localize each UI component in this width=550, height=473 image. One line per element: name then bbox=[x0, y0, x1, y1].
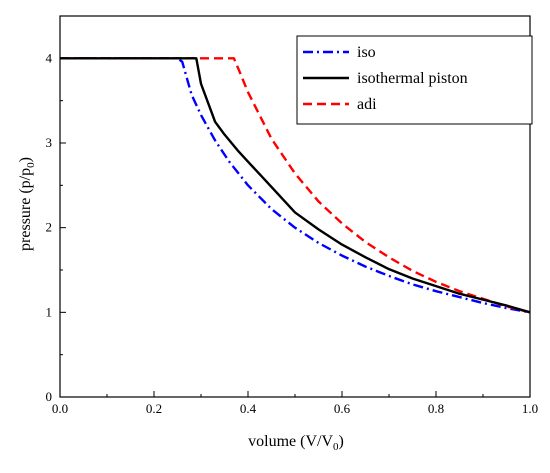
y-tick-label: 0 bbox=[46, 389, 53, 404]
series bbox=[60, 57, 531, 314]
x-axis-label: volume (V/V0) bbox=[248, 433, 344, 453]
x-tick-label: 0.6 bbox=[334, 401, 351, 416]
series-line-isothermal-piston bbox=[60, 57, 531, 314]
y-tick-label: 4 bbox=[46, 50, 53, 65]
legend-label: adi bbox=[357, 96, 377, 113]
series-line-iso bbox=[60, 57, 531, 314]
x-tick-label: 1.0 bbox=[522, 401, 538, 416]
legend-box bbox=[296, 35, 533, 125]
series-line-adi bbox=[60, 57, 531, 314]
y-axis-label: pressure (p/p0) bbox=[17, 157, 37, 251]
x-tick-label: 0.2 bbox=[146, 401, 162, 416]
y-tick-label: 1 bbox=[46, 304, 53, 319]
y-tick-label: 3 bbox=[46, 135, 53, 150]
ticks: 0.0 0.2 0.4 0.6 0.8 1.0 0 1 2 3 4 bbox=[46, 15, 538, 416]
x-tick-label: 0.4 bbox=[240, 401, 257, 416]
x-tick-label: 0.0 bbox=[52, 401, 68, 416]
x-tick-label: 0.8 bbox=[428, 401, 444, 416]
legend: iso isothermal piston adi bbox=[296, 35, 533, 125]
y-tick-label: 2 bbox=[46, 220, 53, 235]
legend-label: iso bbox=[357, 44, 376, 61]
legend-label: isothermal piston bbox=[357, 70, 468, 87]
